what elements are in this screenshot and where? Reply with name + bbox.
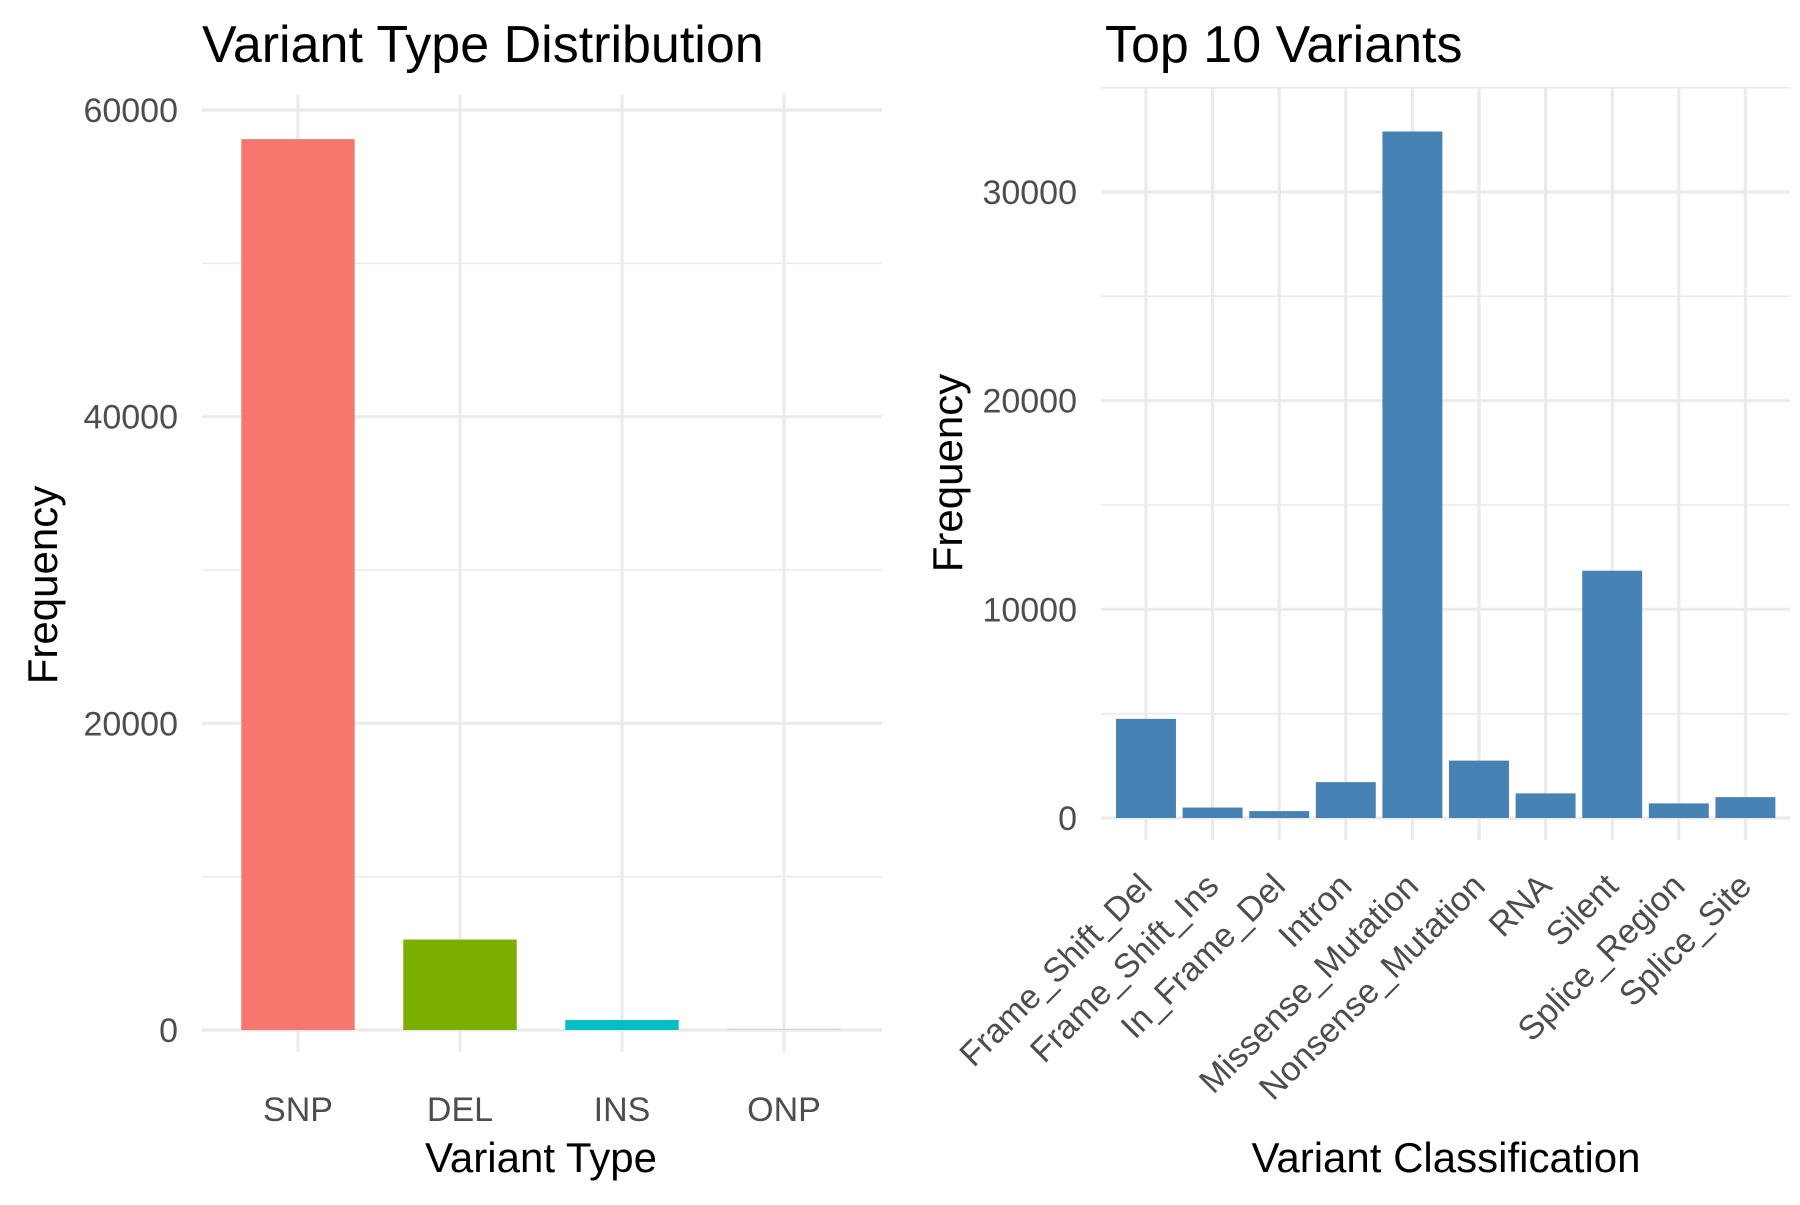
variant-type-y-axis-label: Frequency [19,486,66,684]
top-variants-bars [1116,131,1775,818]
top-variants-bar-in-frame-del [1249,811,1309,818]
top-variants-bar-frame-shift-ins [1183,808,1243,818]
variant-type-x-tick-label: INS [594,1091,651,1129]
variant-type-bar-snp [241,139,354,1030]
top-variants-y-tick-label: 20000 [982,383,1077,421]
variant-type-panel: 0 20000 40000 60000 SNP DEL INS ONP Variant Ty… [19,16,882,1181]
top-variants-panel: 0 10000 20000 30000 Frame_Shift_DelFrame_Sh… [924,16,1790,1181]
top-variants-bar-frame-shift-del [1116,719,1176,818]
top-variants-bar-silent [1582,571,1642,818]
variant-type-x-ticks: SNP DEL INS ONP [263,1091,821,1129]
variant-type-x-tick-label: ONP [747,1091,821,1129]
variant-type-title: Variant Type Distribution [202,16,764,74]
top-variants-y-tick-label: 10000 [982,591,1077,629]
top-variants-gridlines [1101,88,1790,840]
variant-type-y-tick-label: 20000 [83,705,178,743]
variant-type-y-tick-label: 0 [159,1012,178,1050]
variant-type-y-tick-label: 60000 [83,92,178,130]
top-variants-bar-splice-region [1649,803,1709,818]
top-variants-x-ticks: Frame_Shift_DelFrame_Shift_InsIn_Frame_D… [952,866,1759,1107]
top-variants-y-axis-label: Frequency [924,374,971,572]
variant-type-y-ticks: 0 20000 40000 60000 [83,92,178,1050]
top-variants-bar-rna [1516,793,1576,818]
variant-type-x-tick-label: DEL [427,1091,493,1129]
top-variants-bar-intron [1316,782,1376,818]
variant-type-x-tick-label: SNP [263,1091,333,1129]
variant-type-x-axis-label: Variant Type [425,1134,657,1181]
top-variants-y-ticks: 0 10000 20000 30000 [982,174,1077,838]
top-variants-y-tick-label: 0 [1058,800,1077,838]
variant-type-y-tick-label: 40000 [83,399,178,437]
top-variants-bar-missense-mutation [1382,131,1442,818]
top-variants-y-tick-label: 30000 [982,174,1077,212]
top-variants-title: Top 10 Variants [1105,16,1462,74]
top-variants-x-axis-label: Variant Classification [1251,1134,1640,1181]
top-variants-bar-nonsense-mutation [1449,761,1509,818]
variant-type-bar-ins [565,1020,678,1030]
variant-type-bar-del [403,940,516,1030]
variant-type-bars [241,139,840,1030]
top-variants-bar-splice-site [1715,797,1775,818]
